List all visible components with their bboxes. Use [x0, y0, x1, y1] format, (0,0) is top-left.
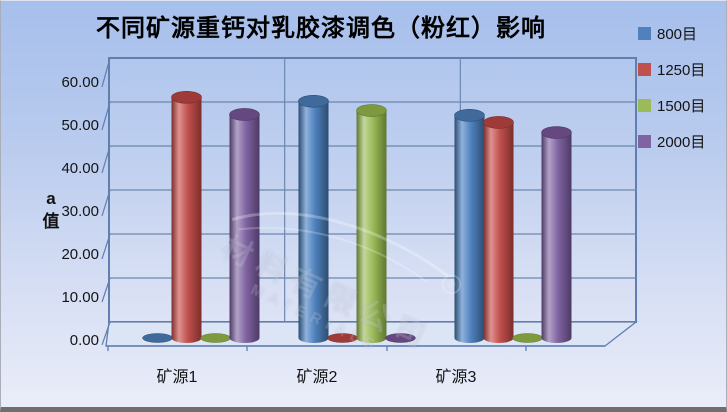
- y-axis-tick: [101, 277, 111, 303]
- y-axis-title-line2: 值: [42, 212, 60, 231]
- y-axis-tick: [101, 321, 111, 346]
- legend-label: 1500目: [657, 97, 706, 115]
- bar-cylinder: [229, 114, 260, 343]
- legend-item: 1250目: [638, 51, 705, 87]
- y-axis-title: a 值: [35, 187, 67, 233]
- y-tick-label: 20.00: [61, 246, 99, 263]
- bar-zero-disk: [327, 333, 358, 343]
- bar-cylinder: [454, 115, 485, 343]
- bar-cylinder-top: [298, 94, 329, 108]
- legend: 800目 1250目 1500目 2000目: [638, 15, 705, 159]
- bar-zero-disk: [142, 333, 173, 343]
- y-tick-label: 60.00: [61, 74, 99, 91]
- legend-item: 2000目: [638, 123, 705, 159]
- legend-swatch-icon: [638, 26, 651, 40]
- legend-swatch-icon: [638, 62, 651, 76]
- y-axis-tick: [101, 233, 111, 260]
- y-tick-label: 30.00: [61, 203, 99, 220]
- y-axis-title-line1: a: [46, 189, 56, 208]
- category-label: 矿源3: [435, 369, 477, 386]
- bar-cylinder-top: [171, 91, 202, 104]
- category-label: 矿源2: [296, 369, 338, 386]
- bar-zero-disk: [512, 333, 543, 343]
- bar-zero-disk: [200, 333, 231, 343]
- bar-cylinder: [483, 122, 514, 344]
- category-label: 矿源1: [156, 369, 198, 386]
- legend-label: 1250目: [657, 61, 706, 79]
- legend-swatch-icon: [638, 98, 651, 112]
- bar-cylinder-top: [229, 108, 260, 121]
- chart-title: 不同矿源重钙对乳胶漆调色（粉红）影响: [96, 16, 546, 42]
- legend-item: 1500目: [638, 87, 705, 123]
- y-axis-tick: [101, 101, 111, 131]
- y-tick-label: 0.00: [69, 332, 99, 349]
- legend-label: 2000目: [657, 133, 706, 151]
- bar-cylinder-top: [483, 116, 514, 129]
- y-tick-label: 50.00: [61, 117, 99, 134]
- bar-cylinder: [541, 132, 572, 343]
- legend-swatch-icon: [638, 134, 651, 148]
- y-axis-tick: [101, 189, 111, 217]
- bar-cylinder: [356, 110, 387, 344]
- y-axis-tick: [101, 57, 111, 88]
- legend-label: 800目: [657, 25, 698, 43]
- bar-cylinder-top: [541, 126, 572, 139]
- legend-item: 800目: [638, 15, 705, 51]
- y-axis-tick: [101, 145, 111, 174]
- y-tick-label: 40.00: [61, 160, 99, 177]
- bar-cylinder-top: [454, 109, 485, 122]
- bar-cylinder: [171, 97, 202, 343]
- y-tick-label: 10.00: [61, 289, 99, 306]
- bar-cylinder-top: [356, 104, 387, 117]
- bar-zero-disk: [385, 333, 416, 343]
- bar-cylinder: [298, 101, 329, 343]
